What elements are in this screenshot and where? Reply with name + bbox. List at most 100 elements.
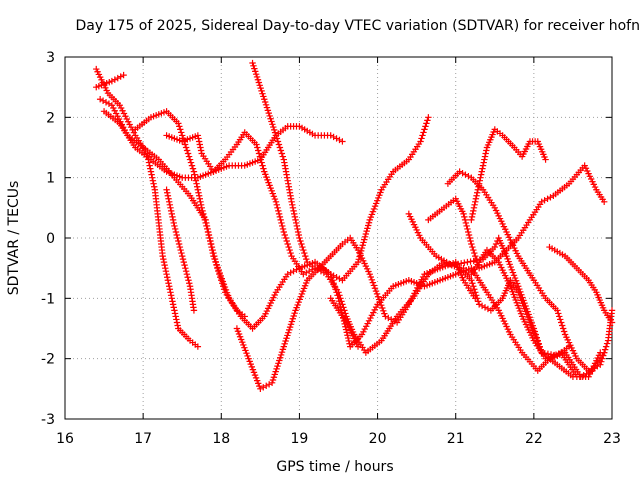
data-point — [422, 123, 429, 130]
data-point — [339, 138, 346, 145]
data-point — [174, 322, 181, 329]
data-point — [216, 271, 223, 278]
data-point — [364, 225, 371, 232]
data-point — [327, 132, 334, 139]
data-point — [330, 272, 337, 279]
data-point — [388, 316, 395, 323]
data-point — [303, 269, 310, 276]
data-point — [254, 147, 262, 154]
data-point — [378, 301, 385, 309]
data-point — [479, 165, 486, 172]
data-point — [556, 313, 563, 320]
data-point — [285, 329, 292, 336]
data-point — [251, 371, 259, 379]
data-point — [172, 313, 179, 320]
data-point — [187, 159, 195, 166]
data-point — [197, 144, 204, 151]
y-tick-label: -2 — [41, 352, 55, 368]
data-point — [190, 307, 198, 314]
y-tick-label: 3 — [46, 50, 55, 66]
data-point — [248, 363, 256, 371]
data-point — [365, 317, 373, 325]
data-point — [182, 267, 190, 275]
data-point — [276, 144, 284, 151]
data-point — [277, 216, 284, 224]
data-point — [262, 171, 269, 178]
data-point — [608, 319, 616, 326]
data-point — [521, 299, 528, 307]
data-point — [170, 304, 177, 311]
data-point — [291, 210, 298, 218]
data-point — [176, 243, 184, 251]
data-point — [114, 113, 121, 120]
data-point — [368, 211, 376, 218]
data-point — [263, 104, 271, 111]
data-point — [471, 249, 478, 257]
data-point — [283, 335, 290, 342]
data-point — [217, 274, 224, 281]
data-point — [376, 299, 384, 306]
data-point — [288, 318, 296, 325]
y-tick-label: 2 — [46, 110, 55, 126]
data-point — [280, 228, 287, 236]
series-track-4 — [100, 108, 346, 181]
data-point — [415, 281, 422, 289]
data-point — [547, 194, 554, 201]
grid-lines — [65, 57, 612, 419]
data-point — [462, 219, 470, 227]
data-point — [475, 180, 483, 187]
data-point — [330, 133, 337, 141]
data-point — [419, 273, 427, 281]
data-point — [211, 252, 218, 260]
data-point — [302, 252, 309, 260]
data-point — [162, 264, 169, 272]
data-point — [240, 341, 247, 349]
data-point — [261, 96, 268, 103]
data-point — [557, 316, 564, 323]
data-point — [335, 289, 342, 296]
data-point — [465, 172, 472, 180]
data-point — [599, 355, 606, 362]
series-track-10 — [327, 295, 362, 350]
data-point — [519, 294, 526, 301]
data-point — [291, 213, 299, 221]
data-point — [260, 384, 267, 391]
data-point — [361, 325, 368, 333]
data-point — [290, 207, 297, 215]
data-point — [517, 288, 524, 296]
data-point — [108, 102, 116, 109]
data-point — [160, 258, 168, 266]
data-point — [178, 129, 185, 136]
data-point — [507, 283, 514, 290]
data-point — [175, 237, 182, 245]
data-point — [195, 138, 203, 145]
data-point — [168, 295, 175, 302]
data-point — [482, 150, 489, 157]
data-point — [598, 358, 605, 365]
data-point — [290, 312, 297, 320]
data-point — [110, 104, 117, 112]
data-point — [114, 74, 121, 82]
data-point — [366, 271, 373, 278]
data-point — [481, 153, 489, 160]
data-point — [608, 307, 616, 314]
data-point — [214, 264, 221, 272]
data-point — [272, 198, 280, 205]
data-point — [474, 186, 482, 193]
data-point — [367, 314, 374, 322]
data-point — [267, 115, 274, 122]
data-point — [236, 333, 244, 340]
data-point — [273, 201, 280, 209]
data-point — [201, 216, 209, 224]
data-point — [277, 351, 285, 359]
data-point — [336, 136, 343, 144]
x-axis-label: GPS time / hours — [276, 459, 393, 475]
data-point — [470, 246, 477, 254]
data-point — [286, 246, 293, 254]
data-point — [336, 292, 343, 299]
data-point — [293, 304, 300, 311]
data-point — [123, 115, 131, 123]
data-point — [146, 162, 153, 169]
data-point — [504, 255, 511, 263]
data-point — [376, 192, 383, 199]
